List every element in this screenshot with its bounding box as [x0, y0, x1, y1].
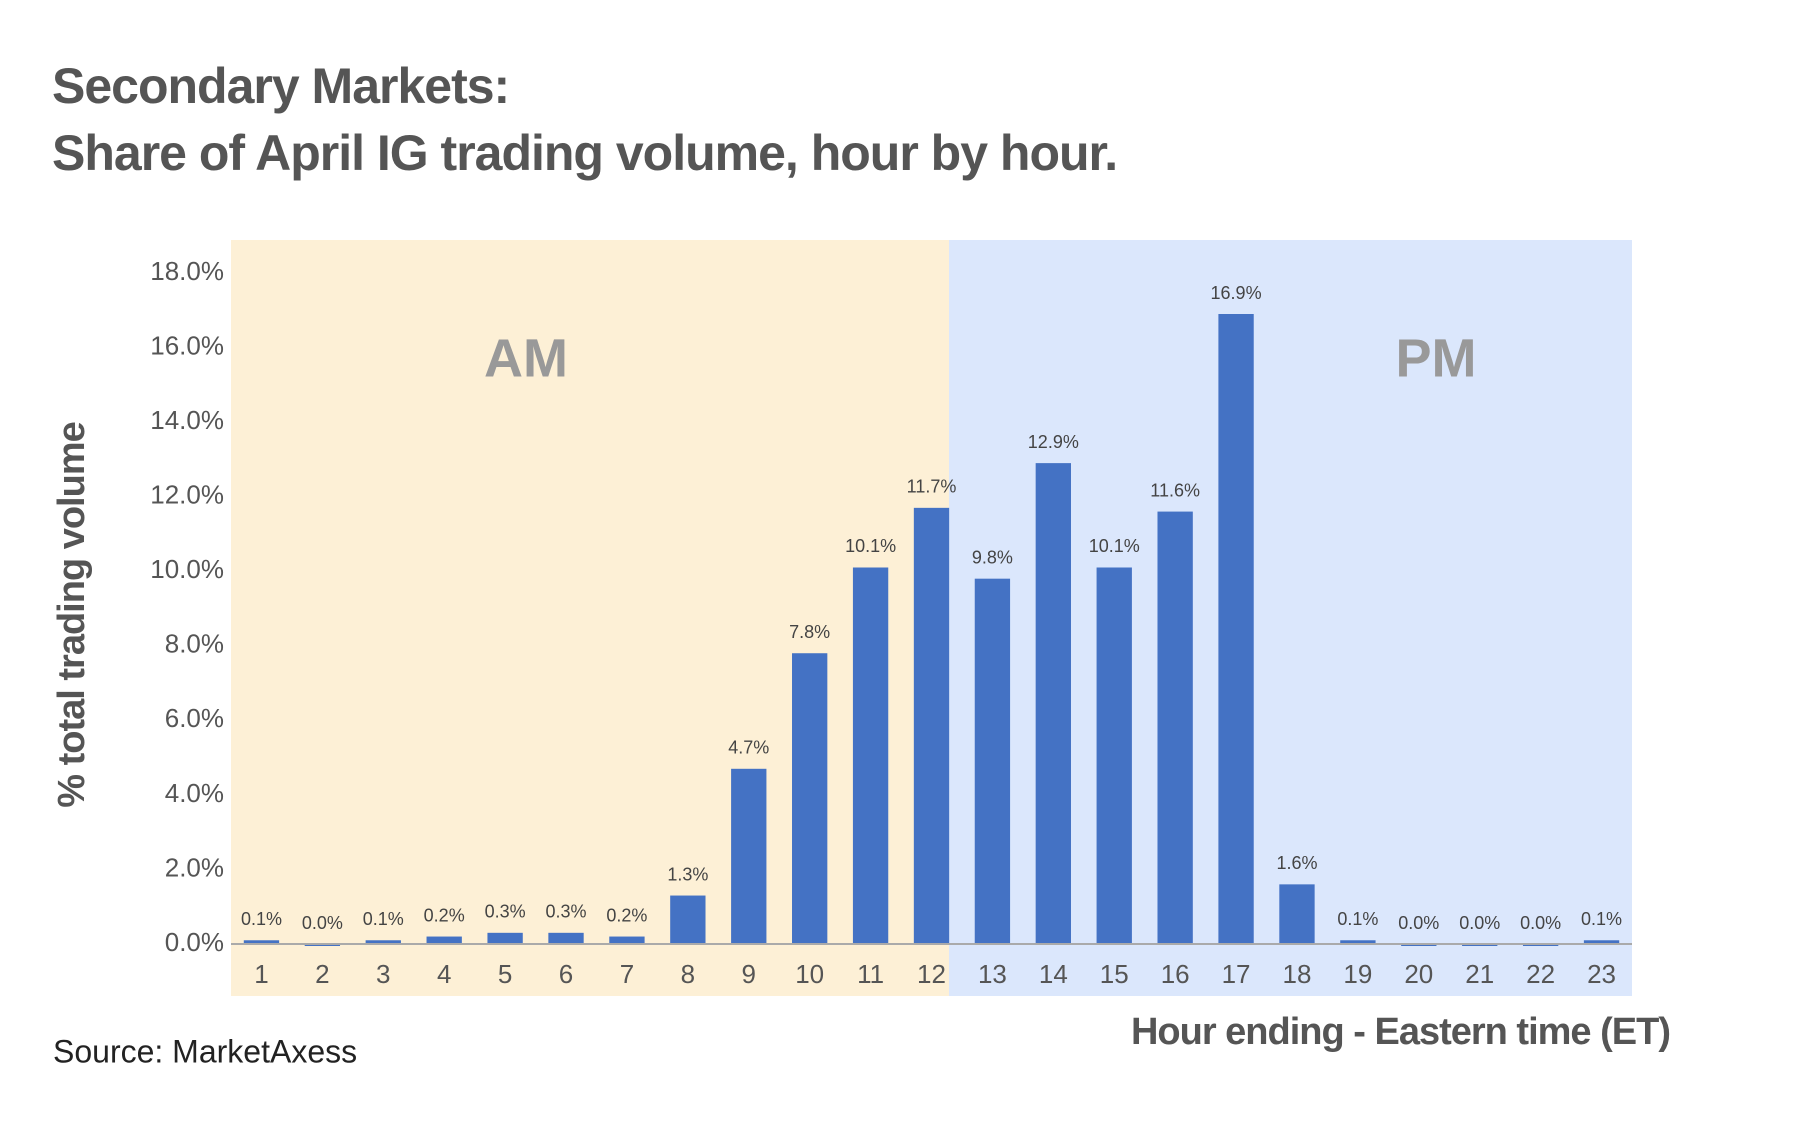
value-label: 0.1% [241, 909, 282, 929]
value-label: 1.3% [667, 864, 708, 884]
x-tick-label: 19 [1343, 959, 1372, 989]
bar [1279, 884, 1315, 944]
value-label: 1.6% [1276, 853, 1317, 873]
bar [1340, 940, 1376, 944]
x-tick-label: 10 [795, 959, 824, 989]
x-tick-label: 8 [681, 959, 695, 989]
value-label: 0.1% [1337, 909, 1378, 929]
value-label: 0.3% [485, 902, 526, 922]
bar [1218, 314, 1254, 944]
value-label: 0.0% [1520, 913, 1561, 933]
x-axis-label: Hour ending - Eastern time (ET) [1131, 1011, 1670, 1053]
value-label: 7.8% [789, 622, 830, 642]
value-label: 0.1% [363, 909, 404, 929]
value-label: 10.1% [1089, 536, 1140, 556]
y-axis-label: % total trading volume [51, 422, 93, 807]
value-label: 0.0% [1459, 913, 1500, 933]
x-tick-label: 4 [437, 959, 451, 989]
bar [1096, 567, 1132, 944]
y-tick-label: 6.0% [165, 703, 224, 733]
y-tick-label: 18.0% [150, 256, 224, 286]
x-tick-label: 23 [1587, 959, 1616, 989]
bar [1035, 463, 1071, 944]
y-tick-label: 12.0% [150, 480, 224, 510]
y-tick-label: 8.0% [165, 629, 224, 659]
bar [426, 936, 462, 944]
bar [487, 932, 523, 944]
am-label: AM [484, 328, 568, 388]
value-label: 11.6% [1150, 480, 1200, 500]
value-label: 0.3% [546, 902, 587, 922]
x-tick-label: 5 [498, 959, 512, 989]
bar [731, 768, 767, 944]
y-tick-label: 2.0% [165, 852, 224, 882]
value-label: 9.8% [972, 547, 1013, 567]
chart-title: Secondary Markets: [52, 58, 509, 114]
x-tick-label: 2 [315, 959, 329, 989]
y-tick-label: 0.0% [165, 927, 224, 957]
x-tick-label: 13 [978, 959, 1007, 989]
x-tick-label: 18 [1283, 959, 1312, 989]
x-tick-label: 7 [620, 959, 634, 989]
y-tick-label: 4.0% [165, 778, 224, 808]
value-label: 16.9% [1211, 283, 1262, 303]
chart-subtitle: Share of April IG trading volume, hour b… [52, 125, 1117, 181]
bar [609, 936, 645, 944]
value-label: 0.1% [1581, 909, 1622, 929]
bar [792, 653, 828, 944]
x-tick-label: 1 [254, 959, 268, 989]
bar [243, 940, 280, 944]
value-label: 4.7% [728, 738, 769, 758]
bar [913, 507, 950, 944]
x-tick-label: 6 [559, 959, 573, 989]
x-tick-label: 20 [1404, 959, 1433, 989]
x-tick-label: 17 [1222, 959, 1251, 989]
value-label: 12.9% [1028, 432, 1079, 452]
y-tick-label: 10.0% [150, 554, 224, 584]
x-tick-label: 16 [1161, 959, 1190, 989]
source: Source: MarketAxess [53, 1033, 357, 1069]
y-tick-label: 16.0% [150, 330, 224, 360]
x-tick-label: 3 [376, 959, 390, 989]
bar [365, 940, 401, 944]
bar [852, 567, 889, 944]
value-label: 0.2% [606, 905, 647, 925]
bar [974, 578, 1011, 944]
x-tick-label: 9 [742, 959, 756, 989]
x-tick-label: 15 [1100, 959, 1129, 989]
value-label: 0.0% [302, 913, 343, 933]
x-tick-label: 14 [1039, 959, 1068, 989]
value-label: 0.2% [424, 905, 465, 925]
bar [1157, 511, 1193, 944]
bar [1583, 940, 1620, 944]
value-label: 10.1% [845, 536, 896, 556]
x-tick-label: 11 [857, 959, 884, 989]
pm-label: PM [1396, 328, 1477, 388]
value-label: 0.0% [1398, 913, 1439, 933]
value-label: 11.7% [907, 477, 957, 497]
x-tick-label: 22 [1526, 959, 1555, 989]
y-tick-label: 14.0% [150, 405, 224, 435]
x-tick-label: 12 [917, 959, 946, 989]
am-region [231, 240, 949, 996]
bar [670, 895, 706, 944]
bar [548, 932, 584, 944]
x-tick-label: 21 [1465, 959, 1494, 989]
